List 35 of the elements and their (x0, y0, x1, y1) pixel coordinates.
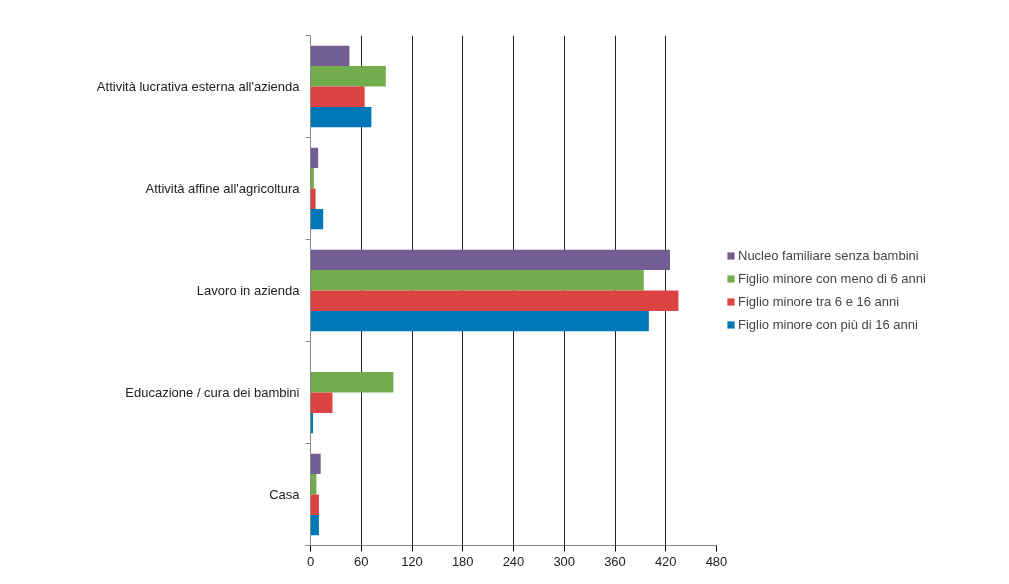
bar (310, 270, 644, 291)
bar (310, 392, 333, 413)
bar (310, 453, 321, 475)
bar (310, 188, 316, 209)
x-tick-label: 0 (306, 553, 315, 569)
legend-label: Figlio minore con più di 16 anni (738, 317, 918, 332)
bar (310, 45, 350, 67)
y-tick-label: Lavoro in azienda (196, 283, 301, 298)
bar (310, 372, 394, 393)
bar (310, 494, 319, 515)
x-tick-label: 60 (354, 553, 369, 569)
y-tick-label: Educazione / cura dei bambini (125, 385, 300, 400)
bar (310, 290, 679, 311)
x-tick-label: 480 (705, 553, 728, 569)
x-tick-label: 360 (604, 553, 626, 569)
bar (310, 310, 649, 332)
x-tick-label: 120 (401, 553, 423, 569)
bar (310, 208, 324, 230)
bar (310, 66, 386, 87)
bar (310, 147, 319, 169)
bar (310, 86, 365, 107)
legend-label: Nucleo familiare senza bambini (738, 248, 919, 263)
x-tick-label: 180 (451, 553, 474, 569)
y-tick-label: Casa (269, 487, 301, 502)
x-tick-label: 420 (654, 553, 677, 569)
legend-label: Figlio minore tra 6 e 16 anni (738, 294, 900, 309)
bar (310, 249, 670, 271)
bar (310, 168, 314, 189)
y-tick-label: Attività affine all'agricoltura (145, 181, 301, 196)
x-tick-label: 300 (553, 553, 576, 569)
bar (310, 106, 372, 128)
bar (310, 514, 319, 536)
x-tick-label: 240 (502, 553, 525, 569)
y-tick-label: Attività lucrativa esterna all'azienda (96, 79, 301, 94)
legend-label: Figlio minore con meno di 6 anni (738, 271, 926, 286)
